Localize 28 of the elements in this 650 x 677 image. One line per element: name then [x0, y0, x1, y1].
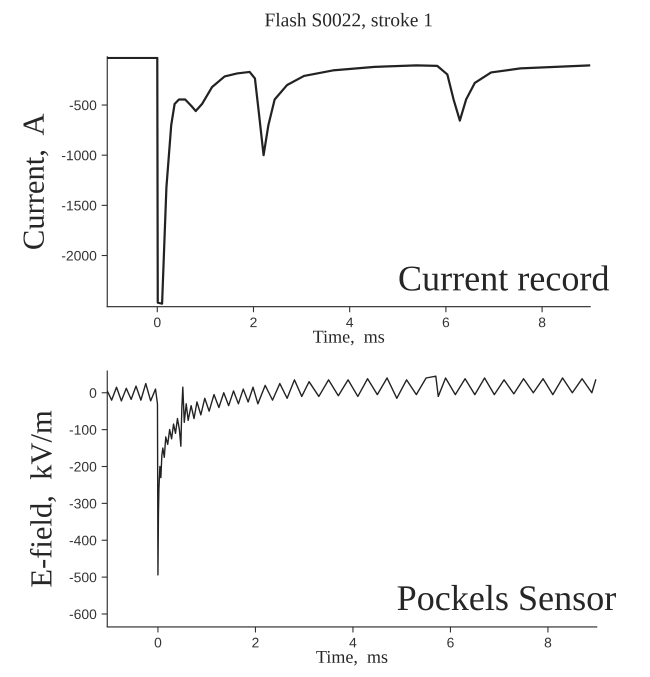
y-tick-label: 0 [90, 388, 96, 398]
chart-title: Flash S0022, stroke 1 [265, 12, 432, 30]
y-tick-label: -300 [70, 498, 96, 509]
x-tick-label: 2 [250, 317, 257, 328]
annotation: Pockels Sensor [398, 584, 616, 610]
x-tick-label: 6 [447, 638, 454, 648]
y-tick-label: -400 [70, 536, 96, 546]
x-tick-label: 6 [442, 317, 450, 328]
y-tick-label: -600 [70, 609, 96, 620]
y-tick-label: -200 [70, 462, 96, 472]
y-tick-label: -1500 [62, 200, 96, 211]
x-tick-label: 4 [349, 638, 356, 648]
y-tick-label: -2000 [62, 250, 96, 261]
y-tick-label: -100 [70, 424, 96, 435]
x-tick-label: 8 [538, 317, 546, 328]
x-tick-label: 2 [252, 638, 259, 648]
y-tick-label: -1000 [62, 150, 96, 160]
x-axis-title: Time, ms [316, 650, 388, 666]
y-tick-label: -500 [70, 572, 96, 582]
annotation: Current record [399, 265, 610, 291]
y-axis-title: Current, A [23, 114, 48, 249]
x-tick-label: 0 [154, 638, 162, 648]
x-tick-label: 0 [154, 317, 161, 328]
y-axis-title: E-field, kV/m [30, 410, 56, 587]
x-tick-label: 8 [544, 638, 552, 648]
x-tick-label: 4 [346, 318, 354, 328]
y-tick-label: -500 [70, 100, 96, 110]
x-axis-title: Time, ms [313, 330, 384, 346]
